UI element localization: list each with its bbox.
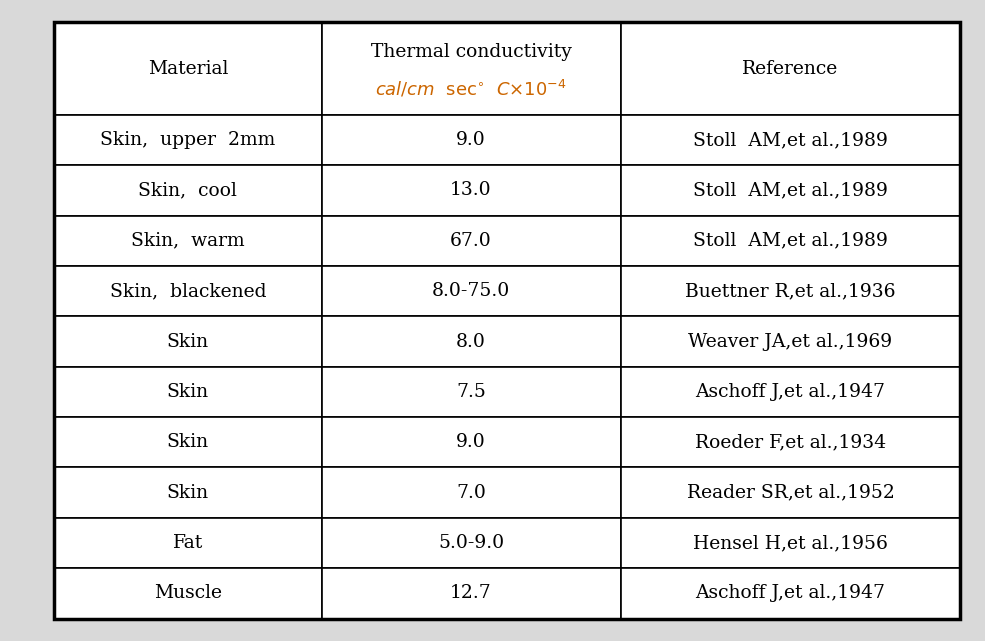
Text: Skin: Skin [166, 433, 209, 451]
Bar [54, 165, 321, 215]
Text: Skin: Skin [166, 383, 209, 401]
Bar [621, 518, 960, 568]
Bar [321, 518, 621, 568]
Bar [621, 115, 960, 165]
Bar [621, 467, 960, 518]
Bar [54, 115, 321, 165]
Text: Skin,  upper  2mm: Skin, upper 2mm [100, 131, 276, 149]
Text: Aschoff J,et al.,1947: Aschoff J,et al.,1947 [695, 383, 886, 401]
Text: 8.0-75.0: 8.0-75.0 [431, 282, 510, 300]
Bar [54, 417, 321, 467]
Text: Fat: Fat [172, 534, 203, 552]
Text: 5.0-9.0: 5.0-9.0 [438, 534, 504, 552]
Text: Thermal conductivity: Thermal conductivity [370, 43, 571, 61]
Text: 13.0: 13.0 [450, 181, 492, 199]
Bar [621, 165, 960, 215]
Bar [54, 215, 321, 266]
Bar [621, 316, 960, 367]
Bar [54, 467, 321, 518]
Bar [54, 518, 321, 568]
Bar [54, 367, 321, 417]
Bar [321, 467, 621, 518]
Text: Skin: Skin [166, 333, 209, 351]
Text: Skin,  blackened: Skin, blackened [109, 282, 266, 300]
Text: 7.5: 7.5 [456, 383, 486, 401]
Text: Aschoff J,et al.,1947: Aschoff J,et al.,1947 [695, 585, 886, 603]
Bar [54, 22, 321, 115]
Bar [321, 417, 621, 467]
Text: $\mathit{cal/cm}$  $\mathrm{sec}^{\circ}$  $\mathit{C}$$\times$$10^{-4}$: $\mathit{cal/cm}$ $\mathrm{sec}^{\circ}$… [375, 78, 567, 99]
Text: 9.0: 9.0 [456, 433, 486, 451]
Text: Stoll  AM,et al.,1989: Stoll AM,et al.,1989 [693, 131, 887, 149]
Bar [321, 22, 621, 115]
Bar [321, 165, 621, 215]
Bar [321, 215, 621, 266]
Bar [621, 266, 960, 316]
Text: Skin: Skin [166, 483, 209, 502]
Text: Weaver JA,et al.,1969: Weaver JA,et al.,1969 [689, 333, 892, 351]
Text: 8.0: 8.0 [456, 333, 486, 351]
Bar [621, 568, 960, 619]
Text: Skin,  warm: Skin, warm [131, 232, 244, 250]
Text: Hensel H,et al.,1956: Hensel H,et al.,1956 [693, 534, 887, 552]
Bar [54, 316, 321, 367]
Bar [321, 367, 621, 417]
Bar [321, 115, 621, 165]
Bar [621, 367, 960, 417]
Bar [54, 568, 321, 619]
Text: Stoll  AM,et al.,1989: Stoll AM,et al.,1989 [693, 232, 887, 250]
Text: 7.0: 7.0 [456, 483, 486, 502]
Bar [54, 266, 321, 316]
Text: Roeder F,et al.,1934: Roeder F,et al.,1934 [694, 433, 886, 451]
Text: Muscle: Muscle [154, 585, 222, 603]
Text: Reference: Reference [743, 60, 838, 78]
Text: Buettner R,et al.,1936: Buettner R,et al.,1936 [686, 282, 895, 300]
Bar [321, 568, 621, 619]
Text: Reader SR,et al.,1952: Reader SR,et al.,1952 [687, 483, 894, 502]
Text: 9.0: 9.0 [456, 131, 486, 149]
Bar [621, 22, 960, 115]
Bar [321, 316, 621, 367]
Bar [621, 417, 960, 467]
Bar [321, 266, 621, 316]
Text: Stoll  AM,et al.,1989: Stoll AM,et al.,1989 [693, 181, 887, 199]
Text: Material: Material [148, 60, 228, 78]
Text: Skin,  cool: Skin, cool [139, 181, 237, 199]
Text: 67.0: 67.0 [450, 232, 492, 250]
Bar [621, 215, 960, 266]
Text: 12.7: 12.7 [450, 585, 492, 603]
